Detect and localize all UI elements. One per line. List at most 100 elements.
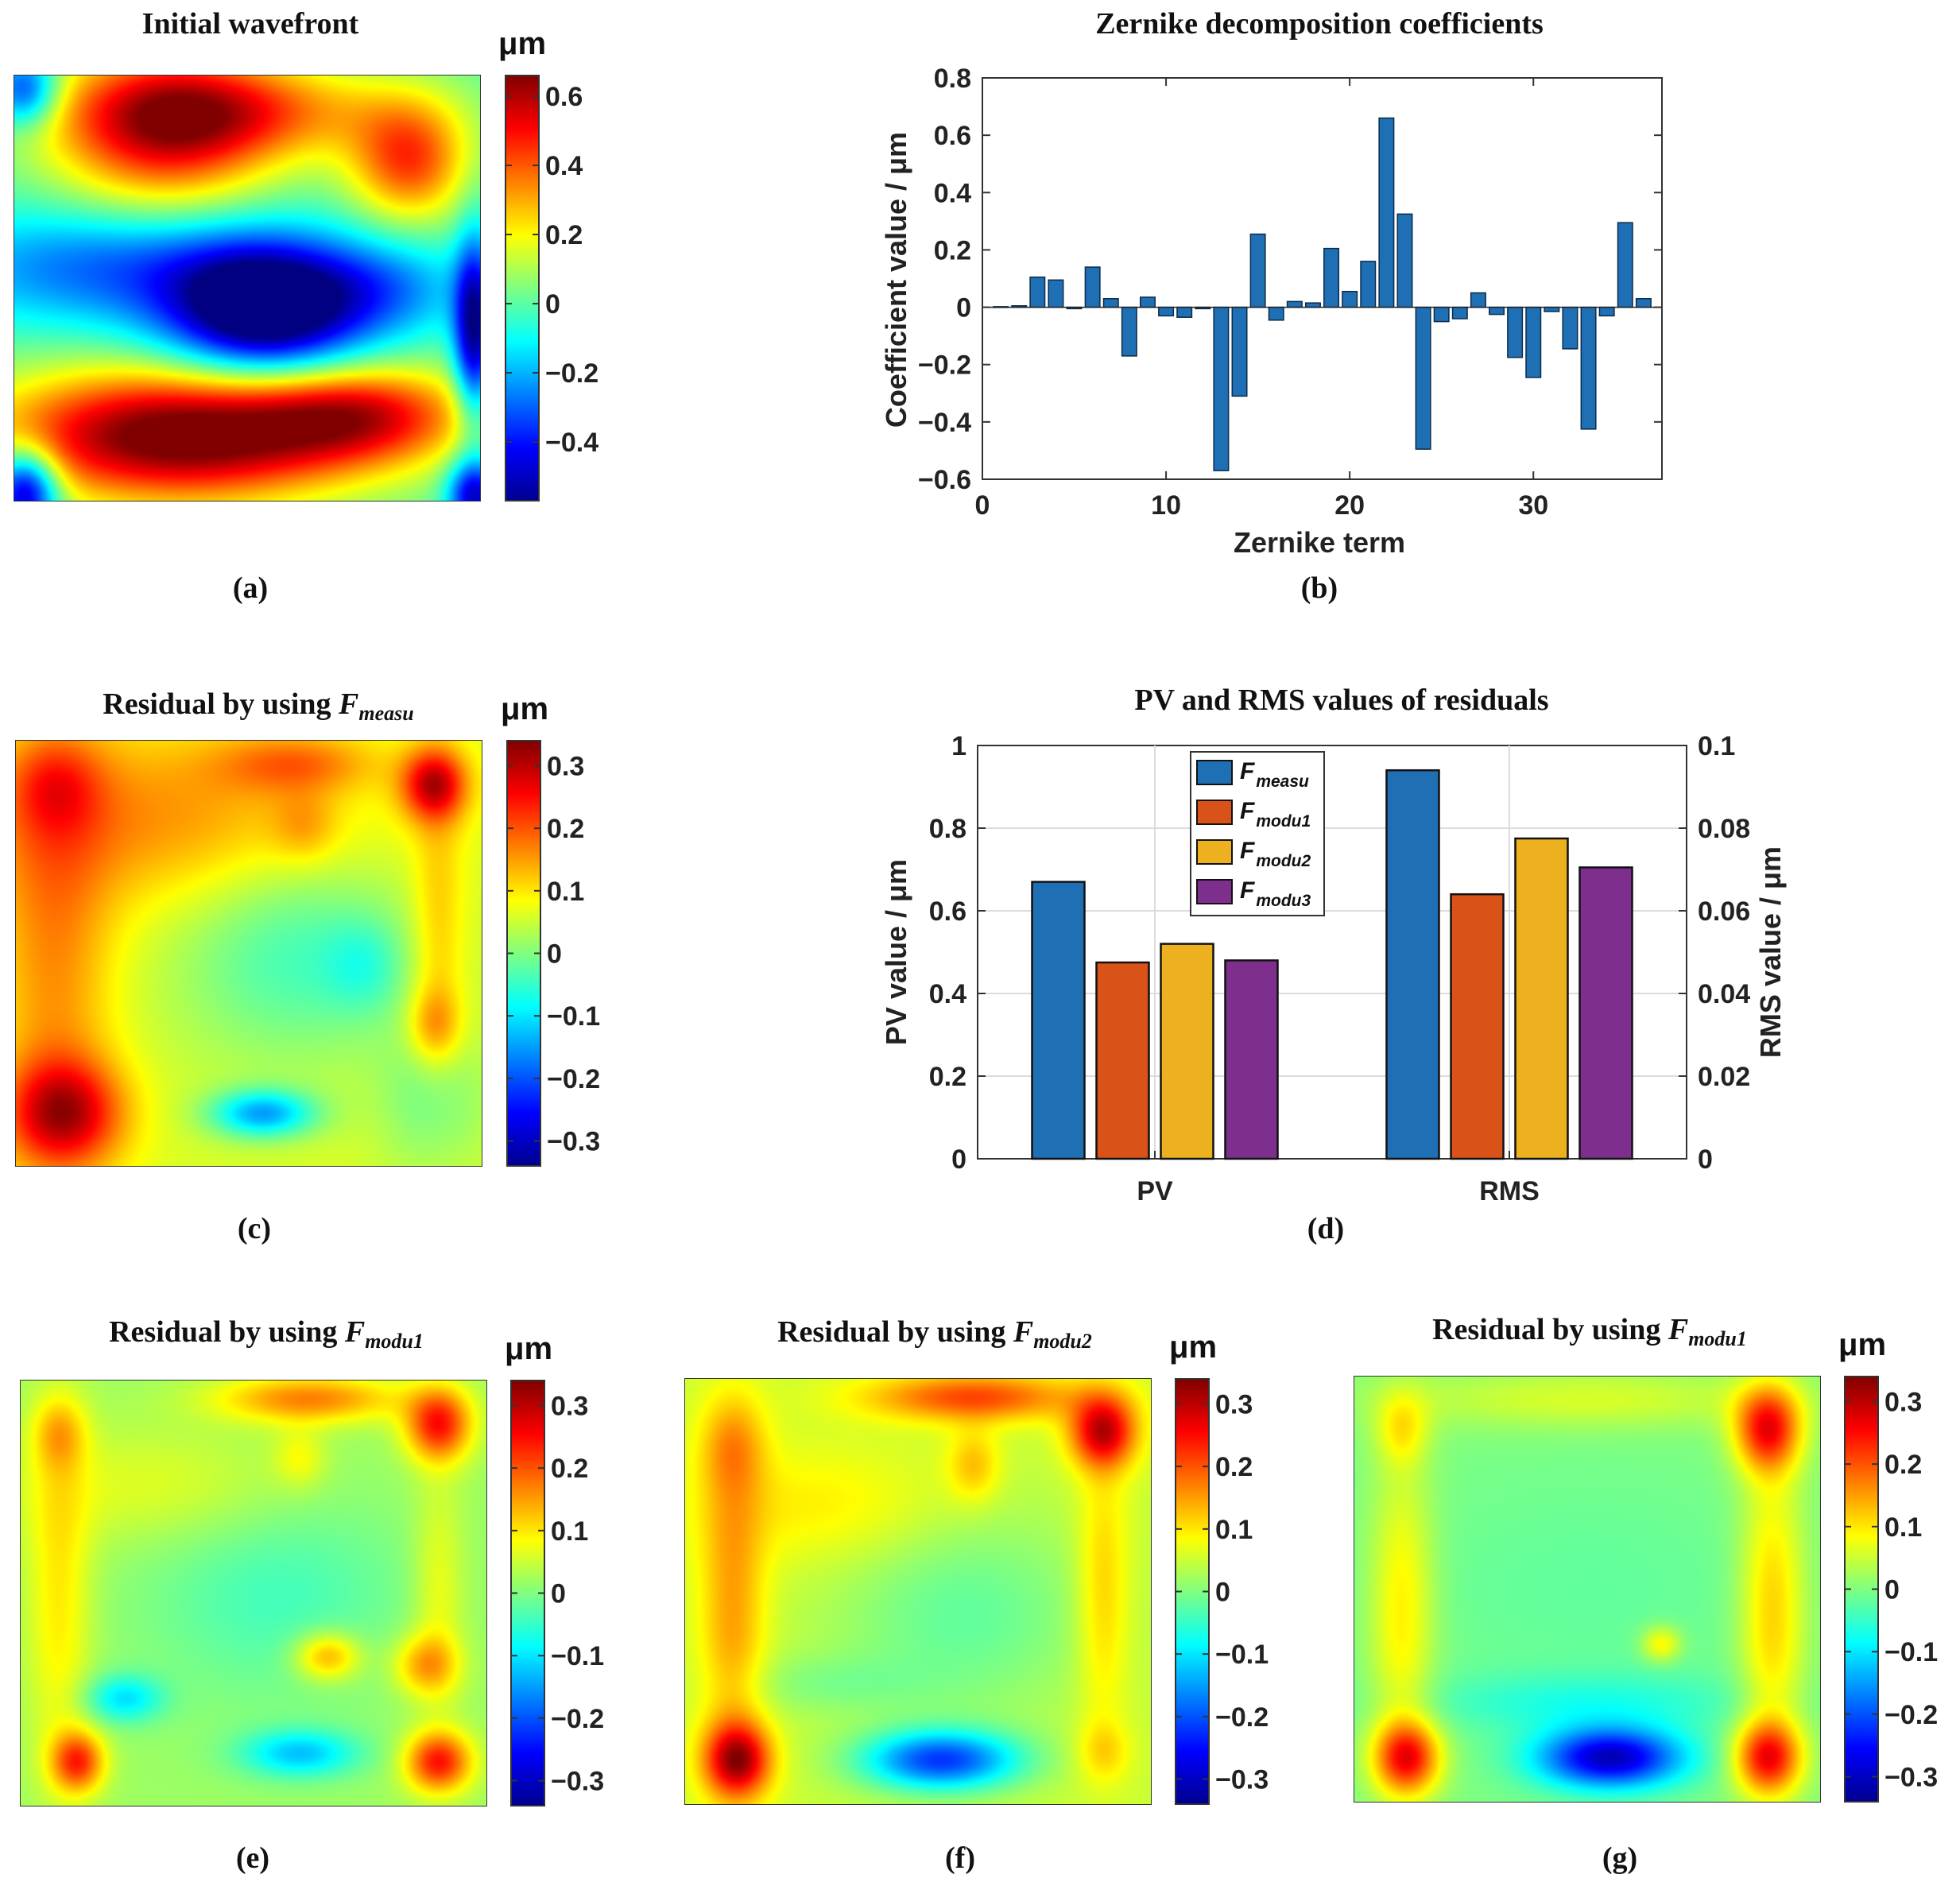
- x-tick-label: 10: [1151, 490, 1181, 521]
- zernike-bar-30: [1525, 306, 1542, 378]
- legend-swatch-modu3: [1196, 879, 1233, 904]
- zernike-bar-22: [1378, 117, 1395, 308]
- colorbar-tick-label: 0: [547, 939, 562, 970]
- colorbar-tick-label: −0.3: [1884, 1763, 1938, 1793]
- colorbar-tick-label: 0: [1215, 1578, 1230, 1608]
- panel-d-caption: (d): [1307, 1212, 1344, 1245]
- zernike-bar-35: [1617, 222, 1633, 308]
- colorbar-tick-label: 0.3: [1884, 1387, 1922, 1417]
- panel-c: Residual by using Fmeasu μm 0.3 0.2 0.1 0 −0…: [15, 687, 600, 1245]
- legend-item-modu3: Fmodu3: [1196, 877, 1311, 910]
- y-tick-label-left: 0.4: [929, 979, 966, 1009]
- zernike-bar-13: [1213, 306, 1230, 471]
- panel-a-heatmap: [14, 76, 480, 501]
- colorbar-tick-label: 0.4: [545, 151, 583, 181]
- y-tick-label: −0.2: [918, 350, 971, 381]
- panel-f-title: Residual by using Fmodu2: [777, 1315, 1092, 1353]
- panel-a: Initial wavefront μm 0.60.40.20−0.2−0.4 …: [14, 7, 598, 605]
- y-tick-label-right: 0.04: [1698, 979, 1750, 1009]
- y-tick-label: −0.4: [918, 408, 971, 438]
- panel-a-colorbar: [505, 75, 540, 501]
- zernike-bar-28: [1489, 306, 1505, 316]
- y-tick-label-right: 0.1: [1698, 731, 1735, 761]
- zernike-bar-31: [1544, 306, 1560, 312]
- panel-b-caption: (b): [1301, 571, 1338, 605]
- zernike-bar-27: [1470, 292, 1486, 308]
- colorbar-tick-label: −0.2: [551, 1704, 604, 1734]
- panel-d-ticks: 1 0.8 0.6 0.4 0.2 0 0.1 0.08 0.06 0.04 0.02 0 PV RMS: [929, 731, 1751, 1206]
- panel-f-colorbar-unit: μm: [1169, 1330, 1217, 1365]
- panel-d: PV and RMS values of residuals 1 0.8 0.6 0.…: [880, 683, 1787, 1245]
- zernike-bar-14: [1231, 306, 1248, 397]
- bar-pv-modu3: [1224, 959, 1279, 1160]
- panel-e-caption: (e): [236, 1841, 269, 1875]
- legend-swatch-measu: [1196, 760, 1233, 785]
- panel-f-colorbar-ticks: 0.3 0.2 0.1 0 −0.1 −0.2 −0.3: [1176, 1389, 1269, 1795]
- panel-g-caption: (g): [1602, 1841, 1637, 1875]
- zernike-bar-26: [1451, 306, 1468, 319]
- legend-item-measu: Fmeasu: [1196, 758, 1309, 791]
- zernike-bar-4: [1048, 279, 1064, 308]
- y-tick-label-left: 0: [951, 1144, 966, 1175]
- colorbar-tick-label: 0.3: [551, 1391, 588, 1421]
- colorbar-tick-label: 0.2: [551, 1454, 588, 1484]
- zernike-bar-29: [1507, 306, 1524, 358]
- bar-pv-modu1: [1095, 961, 1150, 1160]
- bar-rms-modu2: [1514, 837, 1569, 1160]
- x-tick-label: 20: [1334, 490, 1365, 521]
- panel-c-colorbar-ticks: 0.3 0.2 0.1 0 −0.1 −0.2 −0.3: [507, 751, 600, 1157]
- y-tick-label: 0.2: [934, 235, 971, 265]
- zernike-bar-20: [1342, 290, 1358, 308]
- legend-label-modu1: Fmodu1: [1240, 798, 1311, 831]
- panel-b-xlabel: Zernike term: [1234, 526, 1405, 559]
- panel-a-colorbar-unit: μm: [498, 26, 546, 61]
- zernike-bar-7: [1102, 298, 1119, 308]
- colorbar-tick-label: 0.6: [545, 82, 583, 112]
- colorbar-tick-label: −0.1: [1215, 1640, 1269, 1670]
- y-tick-label: 0.8: [934, 64, 971, 94]
- zernike-bar-19: [1323, 247, 1340, 308]
- colorbar-tick-label: −0.1: [547, 1001, 600, 1032]
- colorbar-tick-label: −0.2: [545, 358, 598, 389]
- zernike-bar-10: [1158, 306, 1175, 317]
- colorbar-tick-label: 0.1: [1884, 1512, 1922, 1543]
- panel-b-axes: [982, 77, 1663, 480]
- panel-e-colorbar-ticks: 0.3 0.2 0.1 0 −0.1 −0.2 −0.3: [511, 1391, 604, 1797]
- zernike-bar-36: [1635, 298, 1652, 308]
- bar-pv-modu2: [1160, 943, 1214, 1160]
- y-tick-label: 0.6: [934, 121, 971, 151]
- y-tick-label-right: 0.06: [1698, 896, 1750, 927]
- panel-g-colorbar-ticks: 0.3 0.2 0.1 0 −0.1 −0.2 −0.3: [1845, 1387, 1938, 1793]
- colorbar-tick-label: 0.2: [1215, 1452, 1253, 1482]
- legend-swatch-modu2: [1196, 839, 1233, 865]
- zernike-bar-6: [1084, 266, 1101, 308]
- legend-item-modu1: Fmodu1: [1196, 798, 1311, 831]
- zernike-bar-32: [1562, 306, 1578, 350]
- bar-rms-measu: [1385, 769, 1440, 1160]
- panel-b-title: Zernike decomposition coefficients: [1095, 7, 1544, 41]
- zernike-bar-17: [1286, 300, 1303, 308]
- colorbar-tick-label: 0.1: [551, 1516, 588, 1547]
- panel-d-title: PV and RMS values of residuals: [1134, 683, 1548, 717]
- zernike-bar-18: [1304, 302, 1321, 308]
- legend-label-modu3: Fmodu3: [1240, 877, 1311, 910]
- zernike-bar-34: [1598, 306, 1615, 317]
- panel-g-heatmap: [1354, 1377, 1820, 1802]
- colorbar-tick-label: 0.2: [547, 814, 584, 844]
- panel-f-caption: (f): [945, 1841, 975, 1875]
- colorbar-tick-label: 0.3: [1215, 1389, 1253, 1419]
- colorbar-tick-label: 0.1: [547, 877, 584, 907]
- panel-f-heatmap: [685, 1379, 1151, 1804]
- category-label: RMS: [1479, 1176, 1540, 1206]
- bar-rms-modu3: [1578, 866, 1633, 1160]
- y-tick-label-right: 0: [1698, 1144, 1713, 1175]
- panel-a-title: Initial wavefront: [142, 7, 359, 41]
- legend-item-modu2: Fmodu2: [1196, 838, 1311, 870]
- colorbar-tick-label: 0.1: [1215, 1515, 1253, 1545]
- panel-b-ticks: 0.80.60.40.20−0.2−0.4−0.60 10 20 30: [918, 64, 1662, 521]
- y-tick-label-left: 0.8: [929, 814, 966, 844]
- y-tick-label: 0.4: [934, 178, 971, 208]
- y-tick-label: −0.6: [918, 465, 971, 495]
- panel-e: Residual by using Fmodu1 μm 0.3 0.2 0.1 0 −0…: [20, 1315, 604, 1875]
